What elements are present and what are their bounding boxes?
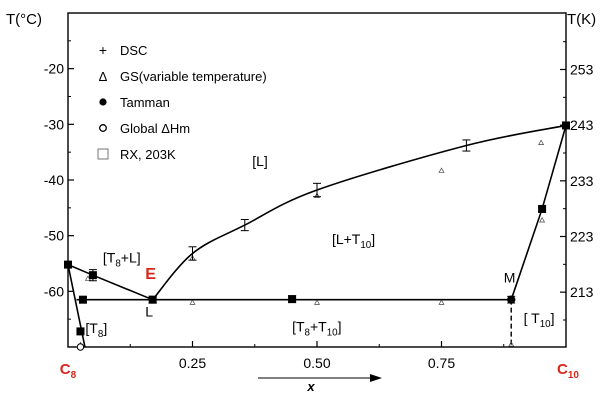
- filled-square-marker: [78, 295, 87, 304]
- y-right-tick-label: 213: [570, 284, 594, 300]
- gs-triangle-marker: [314, 192, 320, 198]
- y-left-tick-label: -20: [44, 61, 64, 77]
- rx-legend-icon: [97, 148, 109, 160]
- y-right-tick-label: 243: [570, 117, 594, 133]
- gs-triangle-marker: [438, 299, 445, 305]
- filled-square-marker: [64, 260, 72, 269]
- plot-frame: -20 -30 -40 -50 -60 253 243 233 223 213 0.25 0.50 0.…: [44, 12, 594, 381]
- x-tick-label: 0.50: [303, 355, 330, 371]
- y-left-tick-label: -60: [44, 283, 64, 299]
- y-left-tick-label: -30: [44, 116, 64, 132]
- filled-square-marker: [538, 204, 547, 213]
- region-label: [T8+T10]: [292, 318, 341, 338]
- filled-square-marker: [562, 121, 570, 130]
- point-label: M: [504, 269, 516, 285]
- legend-label: DSC: [120, 43, 147, 58]
- point-label: L: [145, 303, 153, 319]
- y-right-tick-label: 223: [570, 229, 594, 245]
- y-right-tick-label: 233: [570, 173, 594, 189]
- legend: + DSC Δ GS(variable temperature) Tamman Globa…: [97, 42, 267, 162]
- x-tick-label: 0.25: [179, 355, 206, 371]
- region-label: [T8]: [85, 320, 107, 340]
- gs-triangle-marker: [508, 341, 515, 347]
- gs-triangle-marker: [189, 299, 196, 305]
- global-dhm-legend-icon: [99, 124, 107, 132]
- x-end-label-right: C10: [557, 361, 579, 381]
- legend-label: GS(variable temperature): [120, 69, 267, 84]
- liquidus-curve-T8: [67, 263, 153, 301]
- gs-triangle-marker: [314, 299, 320, 305]
- region-labels: [L] [L+T10] [T8+L] [T8] [T8+T10] [ T10] E L M: [85, 153, 554, 340]
- filled-square-marker: [148, 295, 157, 304]
- global-dhm-circle-marker: [76, 343, 85, 351]
- y-left-tick-label: -50: [44, 228, 64, 244]
- tamman-legend-icon: [99, 98, 107, 106]
- tamman-circle-marker: [507, 295, 516, 304]
- x-axis-label: x: [306, 379, 315, 394]
- filled-square-marker: [76, 327, 85, 336]
- y-right-axis-label: T(K): [567, 11, 596, 28]
- gs-triangle-marker: [538, 139, 545, 145]
- legend-label: Global ΔHm: [120, 121, 190, 136]
- x-axis-arrow-head: [370, 374, 382, 382]
- region-label: [T8+L]: [103, 249, 141, 269]
- y-right-tick-label: 253: [570, 62, 594, 78]
- region-label: [L]: [252, 153, 268, 169]
- dsc-legend-icon: +: [99, 42, 107, 58]
- x-tick-label: 0.75: [428, 355, 455, 371]
- x-end-label-left: C8: [60, 361, 77, 381]
- data-markers: [64, 121, 570, 351]
- filled-square-marker: [88, 271, 97, 280]
- region-label: [L+T10]: [332, 231, 375, 251]
- region-label: [ T10]: [524, 310, 555, 330]
- legend-label: Tamman: [120, 95, 170, 110]
- filled-square-marker: [288, 295, 297, 304]
- y-left-tick-label: -40: [44, 172, 64, 188]
- gs-triangle-marker: [539, 216, 546, 223]
- gs-legend-icon: Δ: [99, 69, 108, 84]
- plot-border: [67, 12, 567, 348]
- legend-label: RX, 203K: [120, 147, 176, 162]
- point-label: E: [145, 266, 156, 283]
- y-left-axis-label: T(°C): [6, 11, 42, 28]
- gs-triangle-marker: [438, 167, 445, 173]
